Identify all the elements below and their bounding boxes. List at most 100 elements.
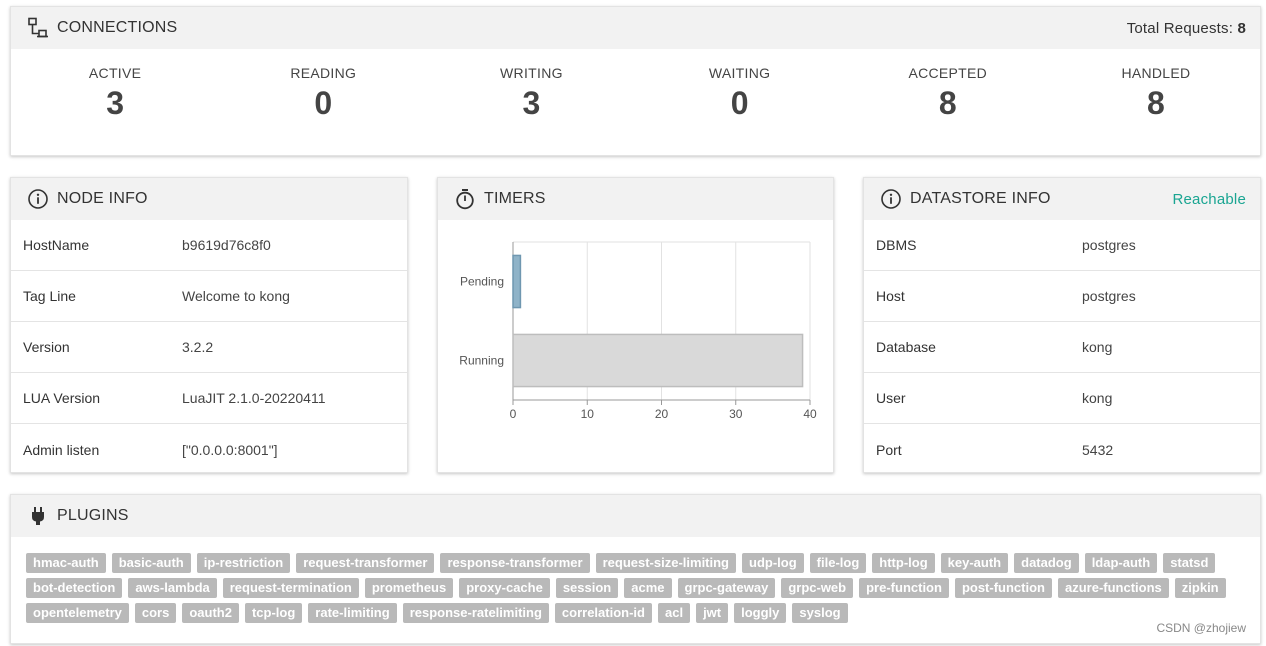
timers-title: TIMERS: [484, 190, 546, 207]
connections-header: CONNECTIONS Total Requests: 8: [11, 7, 1260, 49]
stat-value: 8: [1147, 85, 1165, 121]
row-value: b9619d76c8f0: [182, 237, 271, 253]
connections-panel: CONNECTIONS Total Requests: 8 ACTIVE 3 R…: [10, 6, 1261, 156]
datastore-info-table: DBMS postgres Host postgres Database kong U…: [864, 220, 1260, 475]
plugin-tag: request-size-limiting: [595, 553, 737, 573]
datastore-info-panel: DATASTORE INFO Reachable DBMS postgres Ho…: [863, 177, 1261, 473]
timers-chart: 0 10 20 30 40 Pending Running: [459, 241, 817, 421]
plugin-tag: request-termination: [222, 578, 359, 598]
stat-label: ACTIVE: [88, 65, 142, 81]
stat-label: ACCEPTED: [908, 65, 988, 81]
plugin-tag: udp-log: [742, 553, 804, 573]
plugin-tag: azure-functions: [1057, 578, 1169, 598]
timers-header: TIMERS: [438, 178, 833, 220]
table-row: Tag Line Welcome to kong: [11, 271, 407, 322]
timers-panel: TIMERS 0 10 20 30 40 Pending Running: [437, 177, 834, 473]
plugin-tag-list: hmac-auth basic-auth ip-restriction request…: [11, 537, 1260, 623]
stat-value: 3: [106, 85, 124, 121]
row-value: postgres: [1082, 288, 1136, 304]
y-category-label: Pending: [460, 275, 504, 289]
plugin-tag: zipkin: [1174, 578, 1226, 598]
table-row: LUA Version LuaJIT 2.1.0-20220411: [11, 373, 407, 424]
plugin-tag: request-transformer: [296, 553, 435, 573]
stopwatch-icon: [454, 188, 476, 210]
row-key: HostName: [23, 237, 90, 253]
plugin-tag: basic-auth: [111, 553, 191, 573]
plugin-tag: http-log: [872, 553, 935, 573]
plugin-tag: pre-function: [859, 578, 949, 598]
stat-accepted: ACCEPTED 8: [844, 65, 1052, 122]
x-tick-label: 10: [581, 407, 595, 421]
plugin-tag: bot-detection: [26, 578, 123, 598]
stat-value: 8: [938, 85, 957, 121]
x-tick-label: 0: [510, 407, 517, 421]
stat-writing: WRITING 3: [427, 65, 635, 122]
stat-label: WRITING: [500, 65, 563, 81]
row-value: postgres: [1082, 237, 1136, 253]
plugin-tag: oauth2: [182, 603, 239, 623]
plugin-tag: session: [555, 578, 619, 598]
stat-reading: READING 0: [219, 65, 427, 122]
stat-label: READING: [290, 65, 357, 81]
node-info-title: NODE INFO: [57, 190, 148, 207]
row-key: Admin listen: [23, 441, 100, 458]
stat-value: 0: [314, 85, 333, 121]
plugin-tag: opentelemetry: [26, 603, 129, 623]
table-row: Database kong: [864, 322, 1260, 373]
stat-value: 3: [522, 85, 541, 121]
plugin-tag: hmac-auth: [26, 553, 106, 573]
plugins-panel: PLUGINS hmac-auth basic-auth ip-restrictio…: [10, 494, 1261, 644]
table-row: HostName b9619d76c8f0: [11, 220, 407, 271]
plugin-tag: ldap-auth: [1084, 553, 1158, 573]
table-row: Admin listen ["0.0.0.0:8001"]: [11, 424, 407, 475]
stat-active: ACTIVE 3: [11, 65, 219, 122]
row-value: Welcome to kong: [182, 288, 290, 304]
plugin-tag: response-transformer: [440, 553, 590, 573]
row-key: Port: [876, 441, 902, 458]
plugins-header: PLUGINS: [11, 495, 1260, 537]
plugin-tag: key-auth: [940, 553, 1009, 573]
stat-label: WAITING: [708, 65, 771, 81]
row-key: Database: [876, 339, 936, 355]
stat-value: 0: [730, 85, 749, 121]
row-key: Version: [23, 339, 70, 355]
x-tick-label: 20: [655, 407, 669, 421]
total-requests: Total Requests: 8: [1127, 20, 1246, 37]
table-row: User kong: [864, 373, 1260, 424]
x-tick-label: 30: [729, 407, 743, 421]
chart-bar: [512, 333, 804, 388]
table-row: Host postgres: [864, 271, 1260, 322]
datastore-info-header: DATASTORE INFO Reachable: [864, 178, 1260, 220]
node-info-panel: NODE INFO HostName b9619d76c8f0 Tag Line W…: [10, 177, 408, 473]
row-value: ["0.0.0.0:8001"]: [182, 441, 278, 458]
row-key: DBMS: [876, 237, 917, 253]
plugin-tag: aws-lambda: [128, 578, 217, 598]
connections-title: CONNECTIONS: [57, 19, 178, 36]
plug-icon: [27, 505, 49, 527]
watermark: CSDN @zhojiew: [1156, 621, 1246, 635]
plugin-tag: grpc-web: [781, 578, 854, 598]
plugin-tag: proxy-cache: [459, 578, 550, 598]
plugin-tag: grpc-gateway: [677, 578, 776, 598]
stat-waiting: WAITING 0: [636, 65, 844, 122]
table-row: Port 5432: [864, 424, 1260, 475]
node-info-header: NODE INFO: [11, 178, 407, 220]
stat-label: HANDLED: [1121, 65, 1191, 81]
table-row: Version 3.2.2: [11, 322, 407, 373]
network-icon: [27, 17, 49, 39]
plugin-tag: acl: [657, 603, 691, 623]
total-requests-label: Total Requests:: [1126, 19, 1234, 37]
plugin-tag: jwt: [696, 603, 729, 623]
total-requests-value: 8: [1237, 19, 1246, 37]
stat-handled: HANDLED 8: [1052, 65, 1260, 122]
row-value: kong: [1082, 390, 1113, 406]
row-key: Tag Line: [23, 288, 76, 304]
node-info-table: HostName b9619d76c8f0 Tag Line Welcome to …: [11, 220, 407, 475]
plugin-tag: datadog: [1014, 553, 1079, 573]
row-key: Host: [876, 288, 905, 304]
row-key: User: [876, 390, 906, 406]
table-row: DBMS postgres: [864, 220, 1260, 271]
info-icon: [27, 188, 49, 210]
row-key: LUA Version: [23, 390, 101, 406]
row-value: kong: [1082, 339, 1113, 355]
